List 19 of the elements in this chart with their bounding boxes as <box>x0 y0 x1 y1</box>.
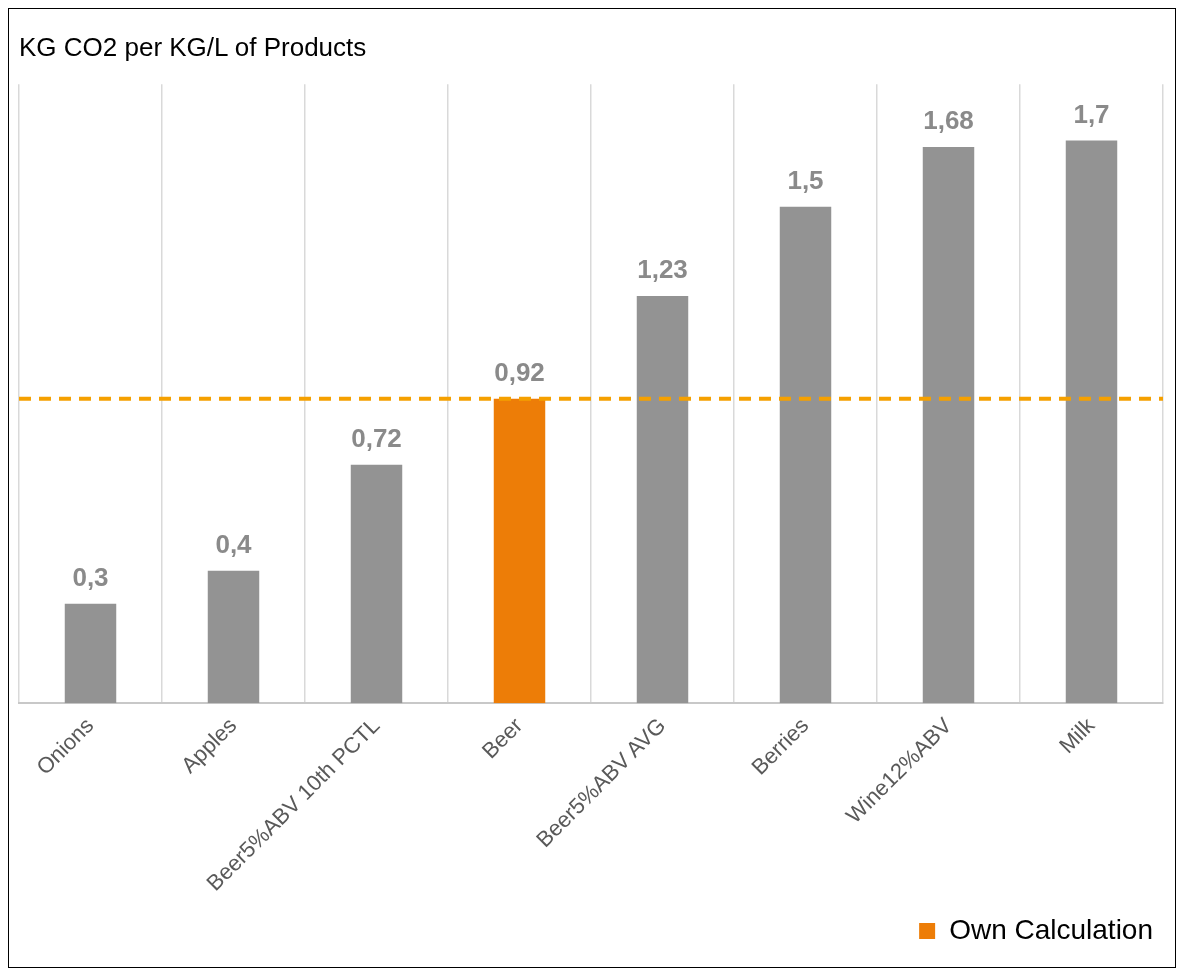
data-label: 0,92 <box>494 356 545 387</box>
bar <box>922 147 975 704</box>
data-label: 0,72 <box>351 423 402 454</box>
data-label: 0,3 <box>72 562 109 593</box>
data-label: 0,4 <box>215 528 253 559</box>
chart-title: KG CO2 per KG/L of Products <box>19 31 367 62</box>
data-label: 1,23 <box>637 254 688 285</box>
legend-label: Own Calculation <box>949 913 1153 945</box>
data-label: 1,7 <box>1073 98 1110 129</box>
x-tick-label: Milk <box>1053 711 1101 758</box>
bar <box>64 603 117 704</box>
bar <box>1065 140 1118 704</box>
data-label: 1,5 <box>787 164 824 195</box>
bar <box>779 206 832 704</box>
bar <box>636 296 689 704</box>
bar <box>493 398 546 704</box>
data-label: 1,68 <box>923 105 974 136</box>
bar <box>207 570 260 704</box>
bar <box>350 464 403 704</box>
